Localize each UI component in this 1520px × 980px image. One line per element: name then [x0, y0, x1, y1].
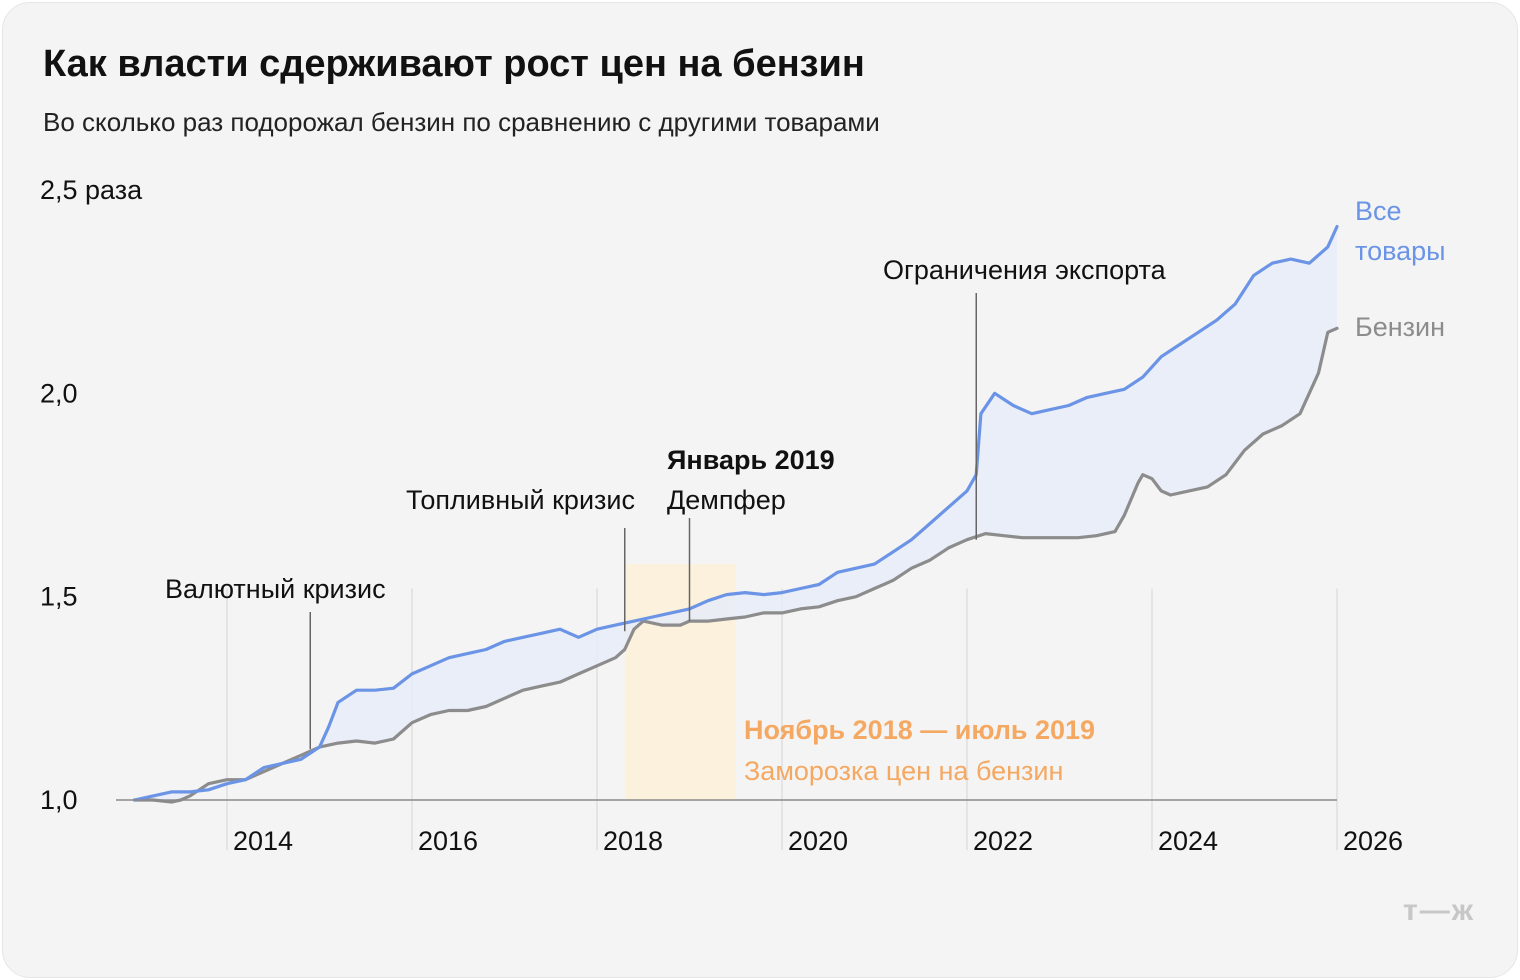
x-tick-label: 2018: [603, 826, 663, 856]
y-tick-label: 1,0: [40, 785, 78, 815]
chart-subtitle: Во сколько раз подорожал бензин по сравн…: [43, 107, 880, 137]
gap-area: [134, 226, 1337, 803]
legend-label-petrol: Бензин: [1355, 312, 1445, 342]
x-tick-label: 2024: [1158, 826, 1218, 856]
brand-logo: т—ж: [1403, 894, 1475, 927]
annotation-label-export: Ограничения экспорта: [883, 255, 1167, 285]
chart-title: Как власти сдерживают рост цен на бензин: [43, 43, 865, 85]
x-tick-label: 2022: [973, 826, 1033, 856]
x-tick-label: 2026: [1343, 826, 1403, 856]
legend-label-all-goods: Все: [1355, 196, 1402, 226]
x-tick-label: 2016: [418, 826, 478, 856]
y-tick-label: 2,5 раза: [40, 175, 143, 205]
x-tick-label: 2014: [233, 826, 293, 856]
freeze-period-label: Заморозка цен на бензин: [744, 756, 1063, 786]
y-tick-label: 2,0: [40, 378, 78, 408]
y-tick-label: 1,5: [40, 582, 78, 612]
legend-label-all-goods: товары: [1355, 236, 1446, 266]
x-tick-label: 2020: [788, 826, 848, 856]
annotation-title-damper: Январь 2019: [667, 445, 835, 475]
freeze-period-title: Ноябрь 2018 — июль 2019: [744, 715, 1095, 745]
series-line-petrol: [132, 326, 1339, 804]
annotation-label-damper: Демпфер: [667, 485, 786, 515]
series-line-all-goods: [132, 225, 1339, 802]
annotation-label-fuel: Топливный кризис: [406, 485, 635, 515]
annotation-label-currency: Валютный кризис: [165, 574, 386, 604]
